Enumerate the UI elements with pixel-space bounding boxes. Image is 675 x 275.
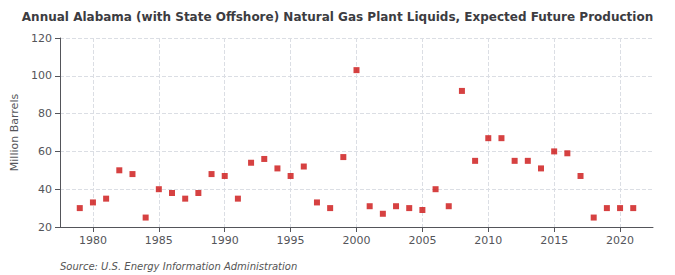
svg-text:2005: 2005 bbox=[408, 234, 436, 247]
svg-text:100: 100 bbox=[31, 69, 52, 82]
svg-text:1985: 1985 bbox=[145, 234, 173, 247]
svg-text:80: 80 bbox=[38, 107, 52, 120]
svg-text:2010: 2010 bbox=[474, 234, 502, 247]
svg-text:Source: U.S. Energy Informatio: Source: U.S. Energy Information Administ… bbox=[60, 261, 297, 272]
svg-text:120: 120 bbox=[31, 32, 52, 45]
svg-text:20: 20 bbox=[38, 221, 52, 234]
svg-text:60: 60 bbox=[38, 145, 52, 158]
svg-text:2020: 2020 bbox=[606, 234, 634, 247]
svg-text:Million Barrels: Million Barrels bbox=[8, 94, 21, 172]
svg-text:1990: 1990 bbox=[211, 234, 239, 247]
svg-text:1980: 1980 bbox=[79, 234, 107, 247]
svg-text:2000: 2000 bbox=[343, 234, 371, 247]
svg-text:2015: 2015 bbox=[540, 234, 568, 247]
svg-text:1995: 1995 bbox=[277, 234, 305, 247]
svg-text:Annual Alabama (with State Off: Annual Alabama (with State Offshore) Nat… bbox=[22, 10, 653, 24]
svg-text:40: 40 bbox=[38, 183, 52, 196]
